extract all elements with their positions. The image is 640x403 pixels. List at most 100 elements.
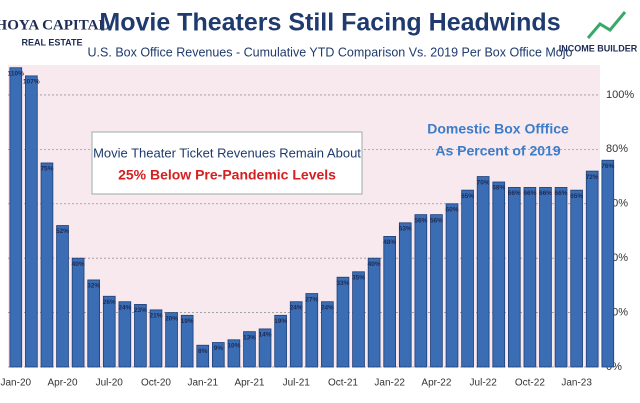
bar: [321, 301, 334, 368]
annotation: As Percent of 2019: [435, 143, 560, 159]
bar: [87, 279, 101, 368]
data-label: 19%: [274, 318, 287, 325]
data-label: 75%: [40, 166, 53, 173]
chart-title: Movie Theaters Still Facing Headwinds: [99, 9, 560, 37]
data-label: 40%: [72, 261, 85, 268]
annotation: Movie Theater Ticket Revenues Remain Abo…: [93, 145, 361, 160]
data-label: 10%: [227, 343, 240, 350]
marks: 0%20%40%60%80%100%Jan-20110%107%75%Apr-2…: [1, 67, 634, 389]
x-tick-label: Jan-22: [374, 378, 405, 389]
bar: [118, 301, 132, 368]
bar: [383, 236, 397, 368]
logo-text: HOYA CAPITAL: [0, 17, 108, 33]
bar: [149, 309, 163, 368]
data-label: 66%: [539, 190, 552, 197]
data-label: 52%: [56, 228, 69, 235]
bar: [25, 75, 38, 368]
data-label: 32%: [87, 283, 100, 290]
data-label: 33%: [336, 280, 349, 287]
bar: [289, 301, 303, 368]
bar: [258, 328, 272, 368]
bar: [539, 187, 552, 368]
x-tick-label: Oct-21: [328, 378, 358, 389]
x-tick-label: Jul-21: [283, 378, 311, 389]
bar: [196, 344, 210, 368]
data-label: 19%: [181, 318, 194, 325]
data-label: 53%: [399, 226, 412, 233]
bar: [243, 331, 256, 368]
data-label: 66%: [555, 190, 568, 197]
bar: [227, 339, 241, 368]
bar: [492, 181, 506, 368]
bar: [523, 187, 537, 368]
data-label: 60%: [445, 206, 458, 213]
bar: [570, 189, 583, 368]
x-tick-label: Oct-22: [515, 378, 545, 389]
data-label: 24%: [290, 304, 303, 311]
data-label: 27%: [305, 296, 318, 303]
logo-icon: [586, 11, 627, 39]
annotation: Domestic Box Offfice: [427, 121, 569, 137]
x-tick-label: Oct-20: [141, 378, 171, 389]
data-label: 56%: [414, 217, 427, 224]
data-label: 24%: [321, 304, 334, 311]
bar: [336, 276, 350, 368]
data-label: 110%: [8, 70, 24, 77]
bar: [102, 295, 116, 368]
data-label: 20%: [165, 315, 178, 322]
data-label: 40%: [368, 261, 381, 268]
annotation: 25% Below Pre-Pandemic Levels: [118, 167, 336, 183]
bar: [554, 187, 568, 368]
bar: [585, 170, 599, 368]
data-label: 14%: [259, 332, 272, 339]
bar: [165, 312, 178, 368]
data-label: 26%: [103, 299, 116, 306]
bar: [9, 67, 23, 368]
data-label: 9%: [214, 345, 224, 352]
x-tick-label: Jan-23: [561, 378, 592, 389]
bar: [211, 342, 225, 368]
x-tick-label: Jul-22: [470, 378, 498, 389]
data-label: 70%: [477, 179, 490, 186]
data-label: 23%: [134, 307, 147, 314]
bar: [56, 225, 69, 368]
data-label: 65%: [570, 193, 583, 200]
data-label: 48%: [383, 239, 396, 246]
x-tick-label: Jul-20: [96, 378, 124, 389]
chart-subtitle: U.S. Box Office Revenues - Cumulative YT…: [88, 45, 573, 59]
x-tick-label: Jan-21: [187, 378, 218, 389]
bar: [430, 214, 443, 368]
bar: [367, 257, 381, 368]
data-label: 65%: [461, 193, 474, 200]
bar: [134, 304, 147, 368]
data-label: 13%: [243, 334, 256, 341]
bar: [398, 222, 412, 368]
data-label: 56%: [430, 217, 443, 224]
bar: [352, 271, 365, 368]
data-label: 8%: [198, 348, 208, 355]
bar: [445, 203, 459, 368]
bar: [71, 257, 85, 368]
y-tick-label: 100%: [606, 89, 634, 101]
bar: [274, 314, 287, 368]
data-label: 72%: [586, 174, 599, 181]
bar: [461, 189, 474, 368]
x-tick-label: Apr-22: [421, 378, 451, 389]
x-tick-label: Jan-20: [1, 378, 32, 389]
data-label: 21%: [149, 313, 162, 320]
bar: [507, 187, 521, 368]
data-label: 35%: [352, 274, 365, 281]
bar: [305, 293, 319, 368]
bar: [414, 214, 428, 368]
logo-text: REAL ESTATE: [21, 37, 82, 47]
bar: [180, 314, 194, 368]
logo-text: INCOME BUILDER: [559, 43, 638, 53]
x-tick-label: Apr-20: [48, 378, 78, 389]
bar: [40, 162, 54, 368]
data-label: 107%: [23, 79, 40, 86]
data-label: 76%: [601, 163, 614, 170]
data-label: 66%: [508, 190, 521, 197]
y-tick-label: 80%: [606, 143, 628, 155]
bar: [601, 159, 615, 368]
